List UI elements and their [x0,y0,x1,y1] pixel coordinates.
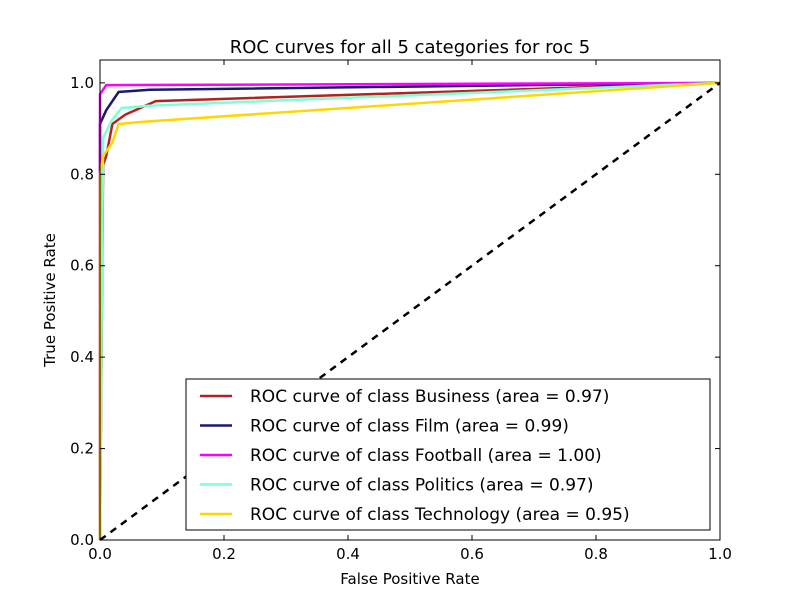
y-tick-label: 1.0 [70,74,94,92]
y-axis-label: True Positive Rate [41,233,59,368]
x-tick-label: 0.8 [584,545,608,563]
legend: ROC curve of class Business (area = 0.97… [185,378,711,531]
roc-curve-3 [98,81,721,541]
x-tick-label: 0.6 [460,545,484,563]
y-tick-label: 0.4 [70,348,94,366]
chance-diagonal-line [99,81,721,542]
y-tick-label: 0.8 [70,165,94,183]
x-axis: 0.0 0.2 0.4 0.6 0.8 1.0 [88,60,732,563]
y-tick-label: 0.6 [70,257,94,275]
legend-label-2: ROC curve of class Football (area = 1.00… [250,446,602,466]
x-tick-label: 1.0 [708,545,732,563]
x-tick-label: 0.2 [212,545,236,563]
x-tick-label: 0.0 [88,545,112,563]
y-axis: 0.0 0.2 0.4 0.6 0.8 1.0 [70,74,720,549]
x-tick-label: 0.4 [336,545,360,563]
legend-box [185,378,711,531]
legend-label-4: ROC curve of class Technology (area = 0.… [250,505,630,525]
legend-label-1: ROC curve of class Film (area = 0.99) [250,417,569,437]
legend-label-3: ROC curve of class Politics (area = 0.97… [250,476,593,496]
chart-title: ROC curves for all 5 categories for roc … [230,37,591,58]
y-tick-label: 0.0 [70,531,94,549]
x-axis-label: False Positive Rate [340,570,479,588]
axes-frame [99,59,721,541]
y-tick-label: 0.2 [70,440,94,458]
legend-label-0: ROC curve of class Business (area = 0.97… [250,387,609,407]
